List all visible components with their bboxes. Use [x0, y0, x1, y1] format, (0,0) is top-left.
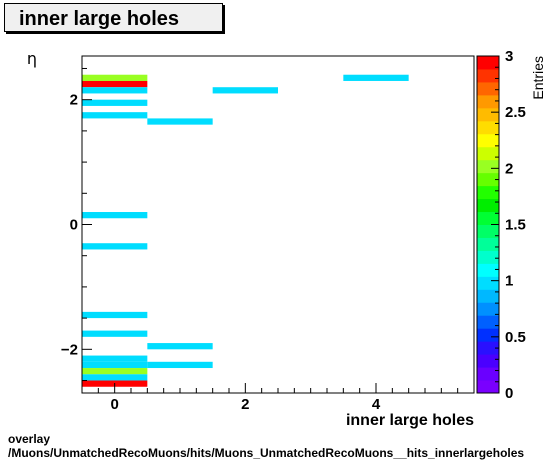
heatmap-bin	[343, 74, 409, 81]
colorbar-segment	[477, 315, 499, 329]
colorbar-segment	[477, 185, 499, 200]
x-axis-label: inner large holes	[346, 412, 474, 429]
colorbar-segment	[477, 224, 499, 238]
colorbar-segment	[477, 94, 499, 109]
colorbar-segment	[477, 354, 499, 368]
heatmap-bin	[82, 330, 148, 337]
colorbar-segment	[477, 81, 499, 96]
colorbar-segment	[477, 56, 499, 70]
heatmap-bin	[212, 87, 278, 94]
colorbar-tick-label: 1	[505, 273, 513, 290]
colorbar-segment	[477, 380, 499, 394]
colorbar-segment	[477, 172, 499, 187]
colorbar-segment	[477, 198, 499, 213]
title-box: inner large holes	[4, 3, 223, 32]
colorbar-segment	[477, 237, 499, 251]
colorbar-segment	[477, 211, 499, 225]
heatmap-bin	[147, 118, 213, 125]
heatmap-bin	[82, 74, 148, 81]
colorbar-segment	[477, 367, 499, 381]
colorbar-tick-label: 0.5	[505, 329, 526, 346]
heatmap-bin	[82, 80, 148, 88]
colorbar-segment	[477, 120, 499, 135]
colorbar-segment	[477, 133, 499, 148]
colorbar-segment	[477, 302, 499, 316]
x-tick-label: 0	[110, 396, 118, 413]
y-tick-label: −2	[61, 341, 78, 358]
colorbar-segment	[477, 289, 499, 303]
colorbar-tick-label: 0	[505, 385, 513, 402]
heatmap-bin	[82, 243, 148, 250]
heatmap-bin	[147, 361, 213, 369]
chart-title: inner large holes	[19, 8, 180, 30]
colorbar-tick-label: 2	[505, 160, 513, 177]
colorbar-segment	[477, 107, 499, 122]
plot-frame	[81, 55, 475, 394]
x-tick-label: 2	[241, 396, 249, 413]
colorbar-segment	[477, 328, 499, 342]
colorbar-segment	[477, 159, 499, 174]
colorbar-segment	[477, 250, 499, 264]
heatmap-bin	[82, 374, 148, 381]
colorbar-segment	[477, 68, 499, 83]
heatmap-bin	[82, 368, 148, 375]
heatmap-bin	[82, 311, 148, 319]
heatmap-bin	[82, 87, 148, 94]
y-tick-label: 2	[70, 92, 78, 109]
colorbar-label: Entries	[530, 56, 546, 100]
footer-line-1: overlay	[8, 432, 51, 446]
colorbar-tick-label: 1.5	[505, 217, 526, 234]
colorbar-segment	[477, 276, 499, 290]
heatmap-bin	[82, 99, 148, 106]
colorbar-segment	[477, 146, 499, 161]
heatmap-bin	[82, 112, 148, 119]
colorbar-segment	[477, 341, 499, 355]
y-tick-label: 0	[70, 217, 78, 234]
colorbar-tick-label: 2.5	[505, 104, 526, 121]
heatmap-bin	[82, 212, 148, 219]
heatmap-bin	[82, 361, 148, 369]
footer-line-2: /Muons/UnmatchedRecoMuons/hits/Muons_Unm…	[8, 446, 525, 460]
heatmap-bin	[147, 343, 213, 350]
colorbar-segment	[477, 263, 499, 277]
heatmap-bin	[82, 355, 148, 362]
x-tick-label: 4	[372, 396, 381, 413]
y-axis-label: η	[27, 49, 37, 68]
colorbar-tick-label: 3	[505, 48, 513, 65]
